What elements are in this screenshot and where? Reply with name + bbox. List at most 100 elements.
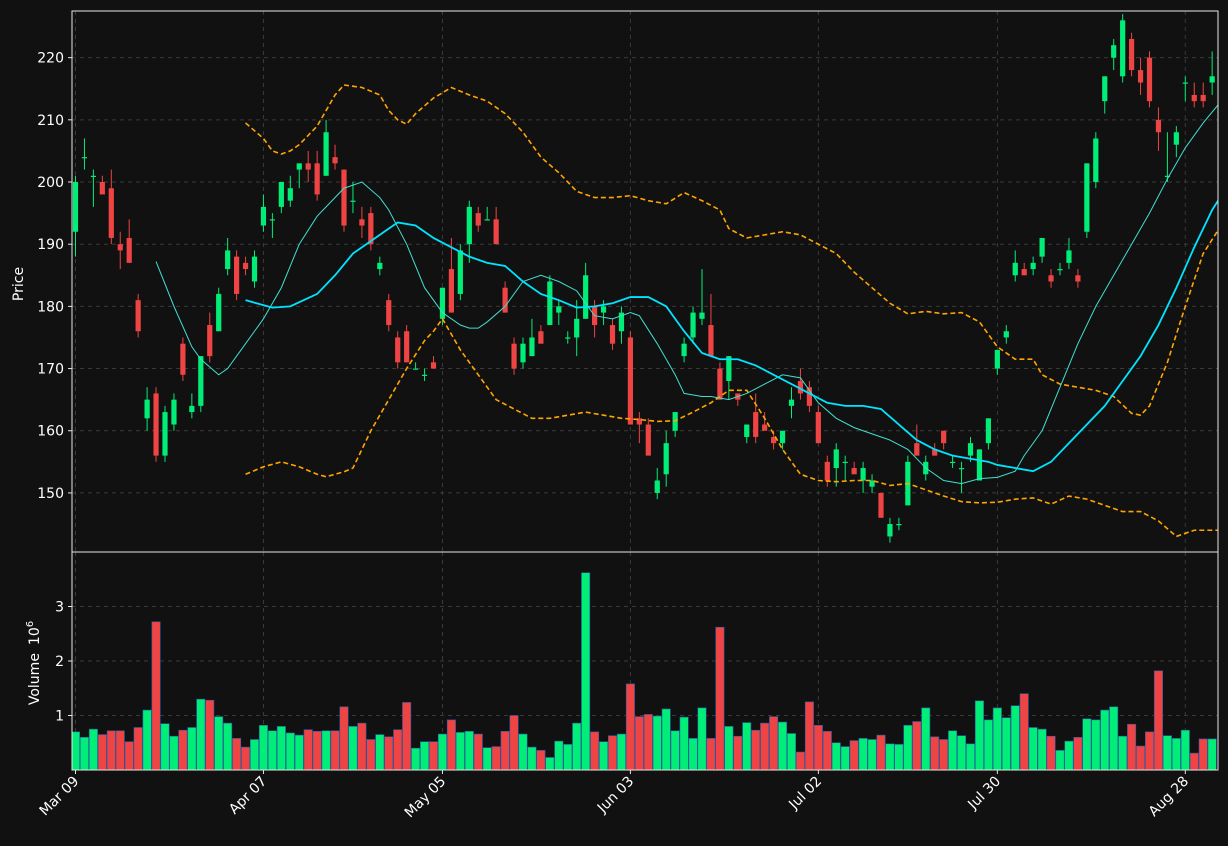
candle-body bbox=[475, 213, 481, 226]
candle-body bbox=[1102, 76, 1108, 102]
volume-bar bbox=[366, 739, 376, 770]
candle-body bbox=[341, 169, 347, 226]
candle-body bbox=[663, 443, 669, 475]
candle-body bbox=[90, 175, 96, 177]
candle bbox=[269, 213, 275, 238]
candle bbox=[430, 356, 437, 369]
candle-body bbox=[1191, 94, 1197, 102]
candle bbox=[1111, 38, 1117, 71]
volume-bar bbox=[330, 730, 340, 770]
candle bbox=[985, 418, 991, 450]
candle-body bbox=[1048, 275, 1054, 282]
volume-bar bbox=[885, 743, 895, 770]
volume-bar bbox=[1171, 738, 1181, 770]
volume-bar bbox=[831, 742, 841, 770]
volume-bar bbox=[384, 736, 394, 770]
candle bbox=[413, 362, 419, 370]
volume-bar bbox=[1127, 723, 1137, 770]
candle-body bbox=[976, 449, 983, 481]
candle bbox=[448, 237, 454, 313]
volume-bar bbox=[1162, 735, 1172, 770]
candle bbox=[1120, 14, 1126, 83]
volume-bar bbox=[1118, 735, 1128, 770]
volume-bar bbox=[348, 726, 358, 770]
candle-body bbox=[520, 343, 526, 363]
candle-body bbox=[99, 182, 105, 195]
candle bbox=[609, 318, 616, 350]
volume-bar bbox=[822, 731, 832, 770]
candle bbox=[806, 380, 812, 413]
candle bbox=[958, 461, 965, 493]
candle-body bbox=[421, 374, 428, 376]
candle-body bbox=[1066, 250, 1072, 263]
candle bbox=[726, 356, 732, 400]
candle bbox=[887, 517, 893, 543]
volume-bar bbox=[1055, 750, 1065, 770]
candle bbox=[421, 368, 428, 381]
candle bbox=[771, 430, 777, 450]
candle bbox=[1048, 269, 1054, 288]
price-tick-label: 160 bbox=[37, 424, 64, 440]
candle bbox=[1137, 57, 1144, 95]
candle-body bbox=[305, 163, 311, 170]
volume-bar bbox=[276, 726, 286, 770]
candle bbox=[717, 362, 723, 400]
volume-bar bbox=[724, 726, 734, 770]
volume-bar bbox=[142, 709, 152, 770]
volume-bar bbox=[393, 729, 403, 770]
volume-bar bbox=[965, 743, 975, 770]
candle-body bbox=[726, 356, 732, 381]
candle-body bbox=[681, 343, 687, 357]
volume-bar bbox=[679, 716, 689, 770]
volume-bar bbox=[921, 707, 931, 770]
volume-series bbox=[72, 572, 1217, 770]
candle-body bbox=[466, 206, 472, 245]
volume-bar bbox=[446, 719, 456, 770]
volume-bar bbox=[124, 741, 134, 770]
candle bbox=[529, 318, 535, 357]
candle-body bbox=[565, 337, 571, 339]
candle bbox=[699, 269, 705, 326]
volume-bar bbox=[545, 757, 555, 770]
candle-body bbox=[404, 331, 410, 363]
volume-bar bbox=[974, 700, 984, 770]
candle bbox=[1066, 237, 1072, 270]
candle-body bbox=[180, 343, 186, 375]
candle bbox=[1173, 126, 1179, 158]
candle-body bbox=[430, 362, 437, 369]
candle bbox=[1093, 132, 1099, 189]
candle bbox=[1191, 82, 1197, 108]
candle-body bbox=[350, 200, 356, 202]
candle bbox=[323, 119, 329, 176]
volume-bar bbox=[178, 729, 188, 770]
volume-bar bbox=[411, 747, 421, 770]
candle bbox=[681, 337, 687, 363]
volume-bar bbox=[554, 740, 564, 770]
volume-bar bbox=[88, 728, 98, 770]
candle bbox=[833, 443, 839, 487]
candle bbox=[878, 492, 884, 518]
price-tick-label: 220 bbox=[37, 51, 64, 67]
volume-bar bbox=[428, 741, 438, 770]
candle-body bbox=[654, 480, 660, 493]
bollinger-upper-line bbox=[245, 84, 1218, 417]
candle-body bbox=[457, 250, 463, 294]
candle-body bbox=[1039, 237, 1045, 257]
volume-bar bbox=[590, 731, 600, 770]
volume-bar bbox=[813, 725, 823, 770]
candle bbox=[842, 455, 848, 481]
candle bbox=[762, 412, 768, 431]
candle-body bbox=[994, 349, 1000, 369]
candle bbox=[296, 163, 302, 189]
candle bbox=[690, 306, 696, 344]
candle-body bbox=[762, 424, 768, 431]
volume-bar bbox=[1019, 693, 1029, 770]
candle bbox=[242, 256, 249, 276]
candle bbox=[171, 393, 177, 431]
candle-body bbox=[950, 461, 956, 464]
candle-body bbox=[493, 219, 499, 245]
volume-bar bbox=[992, 707, 1002, 770]
candle-body bbox=[216, 293, 222, 332]
volume-bar bbox=[294, 734, 304, 770]
